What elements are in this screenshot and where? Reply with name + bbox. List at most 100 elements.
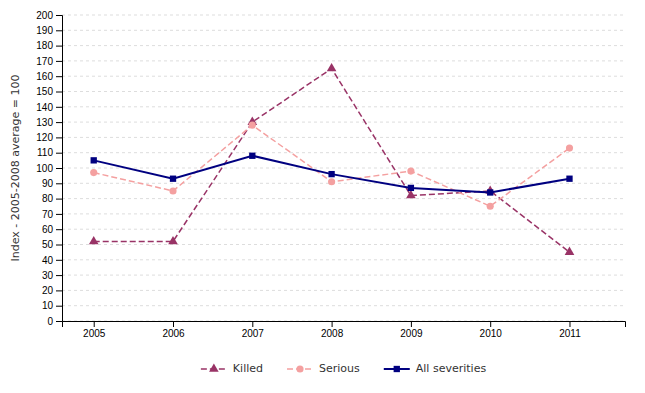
point (249, 153, 255, 159)
y-tick-label: 20 (42, 285, 54, 296)
y-tick: 90 (42, 178, 62, 189)
y-tick-label: 170 (36, 56, 53, 67)
y-tick-mark (56, 275, 62, 276)
y-axis: 0102030405060708090100110120130140150160… (36, 10, 62, 327)
x-tick-label: 2006 (162, 328, 185, 339)
grid (62, 15, 625, 321)
legend-item: All severities (384, 362, 487, 375)
point (406, 190, 416, 198)
series-group (89, 63, 574, 255)
x-tick: 2011 (559, 321, 581, 339)
x-tick: 2009 (400, 321, 423, 339)
legend-item: Serious (287, 362, 360, 375)
point (566, 145, 573, 152)
y-tick-label: 180 (36, 40, 53, 51)
y-tick: 10 (42, 300, 62, 311)
y-tick-label: 150 (36, 86, 53, 97)
grid-line (62, 30, 625, 31)
y-tick-label: 140 (36, 102, 53, 113)
y-tick: 120 (36, 132, 62, 143)
point (487, 189, 493, 195)
y-tick-mark (56, 245, 62, 246)
x-tick: 2010 (480, 321, 503, 339)
grid-line (62, 122, 625, 123)
y-tick-mark (56, 199, 62, 200)
y-tick-mark (56, 92, 62, 93)
y-tick: 190 (36, 25, 62, 36)
y-tick: 40 (42, 255, 62, 266)
x-tick-label: 2010 (480, 328, 503, 339)
y-axis-title: Index - 2005-2008 average = 100 (9, 75, 22, 262)
y-tick: 150 (36, 86, 62, 97)
y-tick: 200 (36, 10, 62, 21)
legend-label: Killed (233, 362, 263, 375)
y-tick: 50 (42, 239, 62, 250)
grid-line (62, 60, 625, 61)
y-tick-label: 110 (37, 147, 53, 158)
y-tick: 30 (42, 270, 62, 281)
y-tick-mark (56, 290, 62, 291)
y-tick-label: 80 (42, 193, 54, 204)
y-tick-mark (56, 107, 62, 108)
legend-marker (209, 363, 219, 371)
point (89, 236, 99, 244)
grid-line (62, 152, 625, 153)
grid-line (62, 275, 625, 276)
y-tick-label: 50 (42, 239, 54, 250)
grid-line (62, 76, 625, 77)
y-tick-label: 0 (47, 316, 53, 327)
grid-line (62, 45, 625, 46)
x-tick: 2006 (162, 321, 185, 339)
y-axis-line (56, 16, 63, 322)
point (408, 185, 414, 191)
x-tick-label: 2007 (242, 328, 265, 339)
grid-line (62, 91, 625, 92)
y-tick-mark (56, 168, 62, 169)
legend: Killed Serious All severities (201, 362, 487, 375)
x-tick-mark (94, 321, 95, 327)
series (89, 63, 574, 255)
series (91, 153, 573, 196)
x-tick-mark (173, 321, 174, 327)
y-tick-label: 120 (36, 132, 53, 143)
point (487, 203, 494, 210)
x-axis: 2005200620072008200920102011 (63, 321, 626, 339)
grid-line (62, 259, 625, 260)
y-tick-mark (56, 137, 62, 138)
x-tick-mark (332, 321, 333, 327)
y-tick-label: 60 (42, 224, 54, 235)
x-tick-label: 2011 (559, 328, 581, 339)
x-tick-mark (569, 321, 570, 327)
x-tick-label: 2009 (400, 328, 423, 339)
y-tick-mark (56, 30, 62, 31)
y-tick-mark (56, 15, 62, 16)
point (170, 176, 176, 182)
legend-label: Serious (319, 362, 360, 375)
x-tick-mark (252, 321, 253, 327)
y-tick-mark (56, 214, 62, 215)
y-tick-mark (56, 153, 62, 154)
point (91, 157, 97, 163)
y-tick: 80 (42, 193, 62, 204)
y-tick: 100 (36, 163, 62, 174)
y-tick-label: 40 (42, 255, 54, 266)
point (168, 236, 178, 244)
line (94, 125, 570, 206)
y-tick: 20 (42, 285, 62, 296)
line (94, 69, 570, 253)
grid-line (62, 213, 625, 214)
y-tick: 0 (47, 316, 62, 327)
y-tick-label: 130 (36, 117, 53, 128)
y-tick-mark (56, 61, 62, 62)
point (90, 169, 97, 176)
grid-line (62, 244, 625, 245)
y-tick: 110 (37, 147, 62, 158)
x-tick: 2007 (242, 321, 265, 339)
legend-marker (296, 365, 303, 372)
series (90, 122, 573, 210)
y-tick-mark (56, 260, 62, 261)
y-tick-mark (56, 306, 62, 307)
y-tick-label: 90 (42, 178, 54, 189)
y-tick: 70 (42, 209, 62, 220)
y-tick-mark (56, 321, 62, 322)
